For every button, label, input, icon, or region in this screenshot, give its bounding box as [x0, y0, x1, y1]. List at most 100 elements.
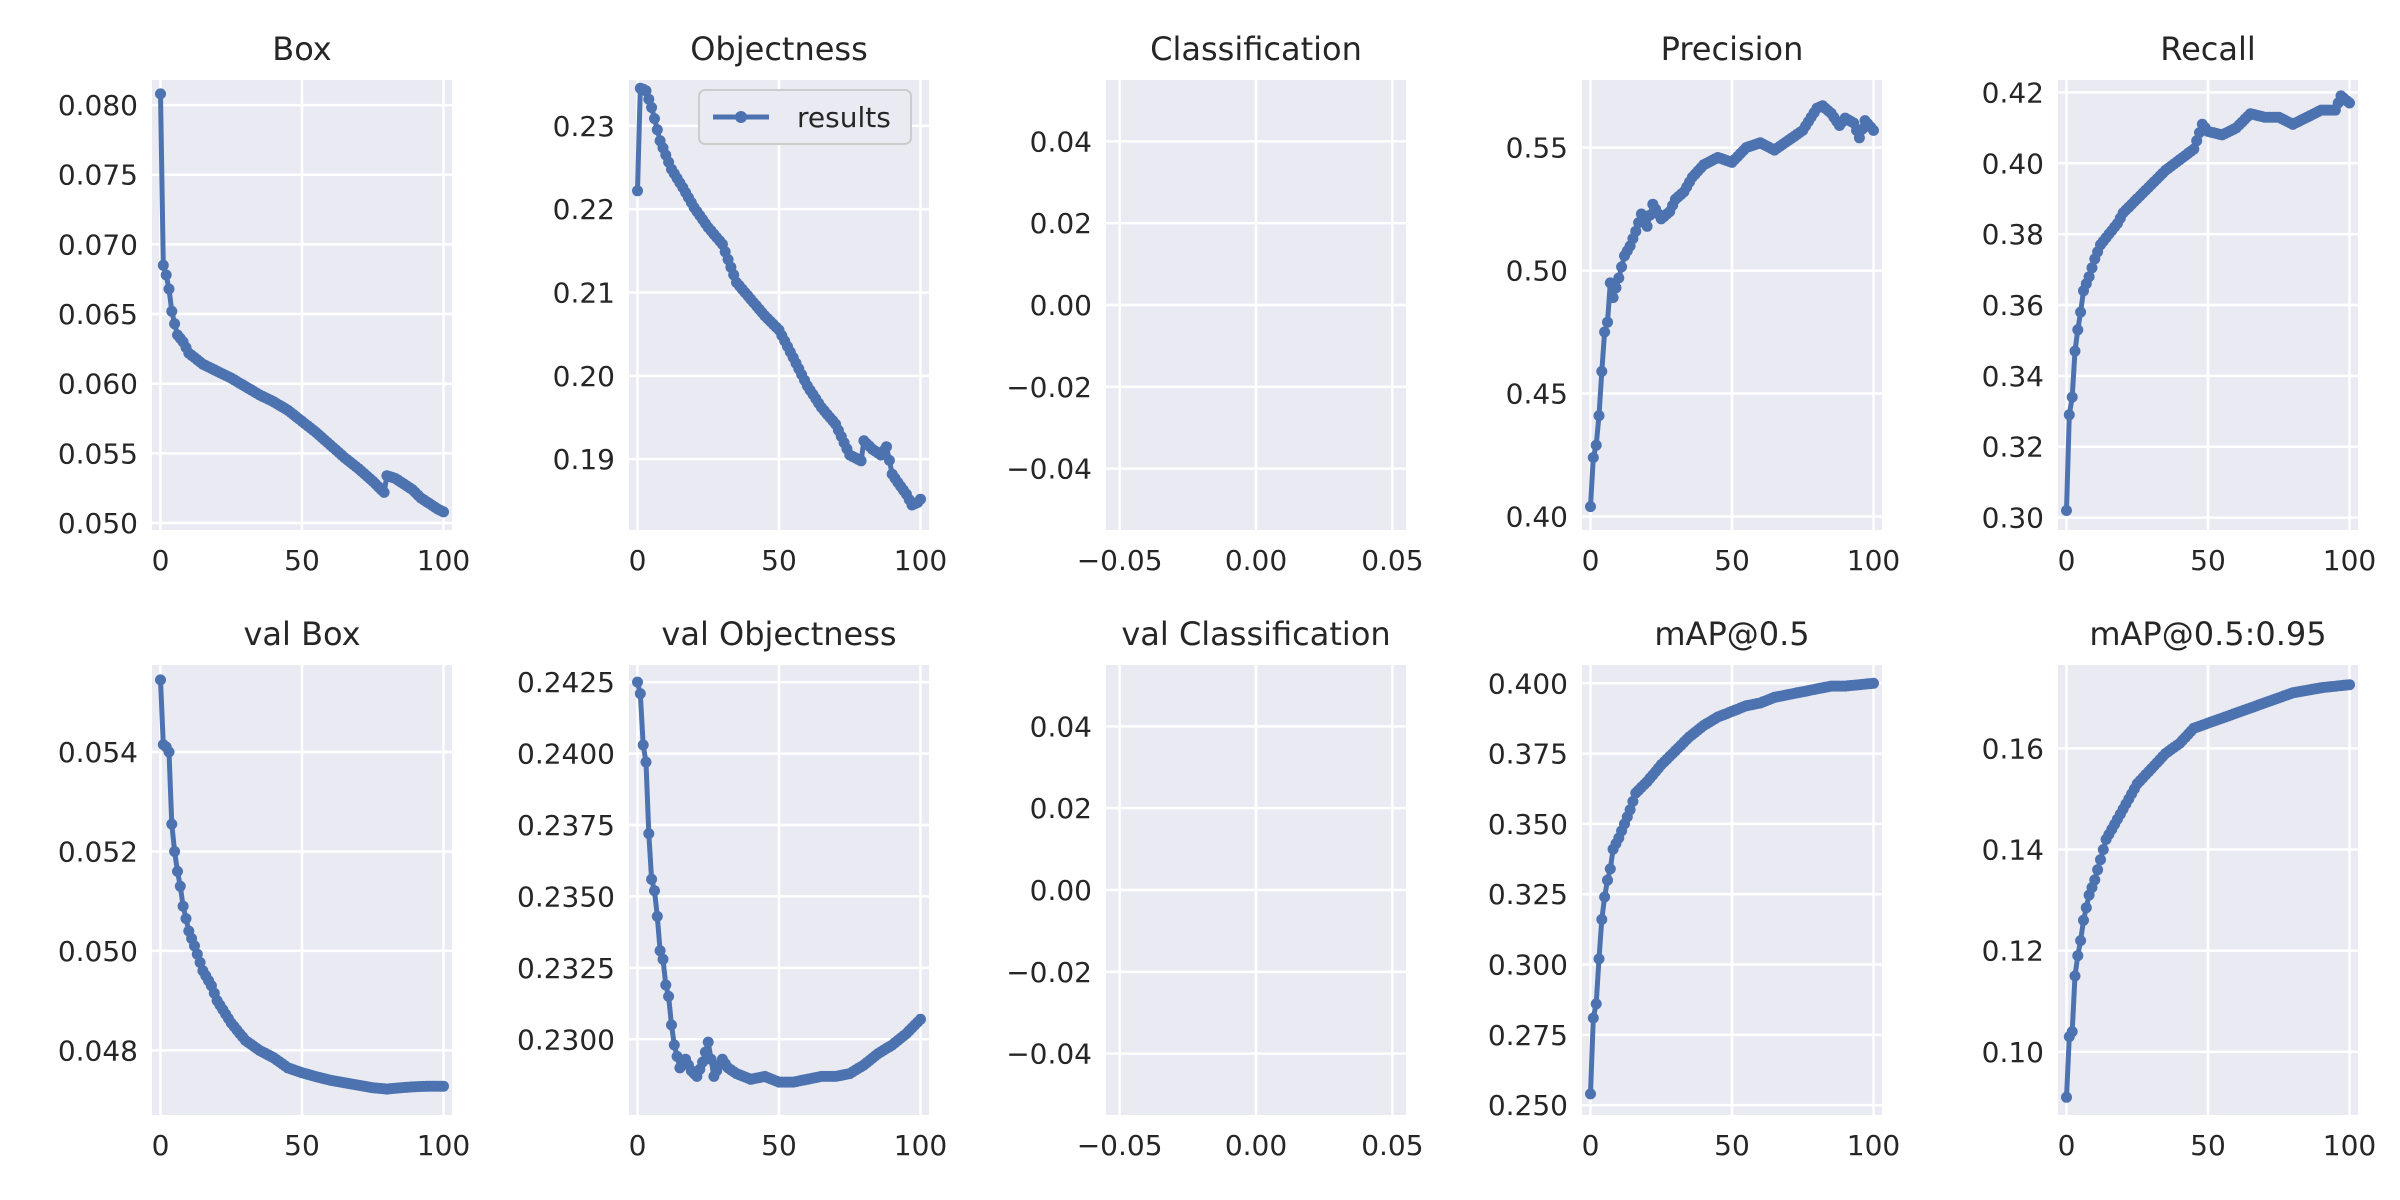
y-tick-label: −0.02: [1006, 371, 1092, 404]
y-tick-label: 0.36: [1982, 289, 2044, 322]
data-point: [155, 88, 166, 100]
y-tick-label: 0.02: [1030, 792, 1092, 825]
data-point: [2078, 914, 2089, 926]
data-point: [697, 1056, 709, 1068]
data-point: [160, 269, 172, 281]
charts-grid: 0 50 1000.0500.0550.0600.0650.0700.0750.08…: [58, 30, 2376, 1162]
data-point: [1599, 891, 1611, 903]
data-point: [2075, 306, 2087, 318]
data-point: [2097, 844, 2109, 856]
chart-panel: 0 50 100 0.048 0.050 0.052 0.054 val Box: [58, 615, 470, 1162]
y-tick-label: 0.325: [1488, 878, 1568, 911]
x-tick-label: 100: [1847, 544, 1900, 577]
x-tick-label: 0: [2058, 1129, 2076, 1162]
x-tick-label: 100: [417, 1129, 470, 1162]
chart-panel: 0 50 100 0.250 0.275 0.300 0.325 0.350 0.375 0.40…: [1488, 615, 1900, 1162]
data-point: [855, 455, 867, 467]
data-point: [915, 1013, 926, 1025]
data-point: [643, 828, 655, 840]
data-point: [2086, 262, 2098, 274]
chart-title: Precision: [1661, 30, 1804, 68]
data-point: [2061, 505, 2072, 516]
y-tick-label: 0.055: [58, 437, 138, 470]
chart-title: Objectness: [690, 30, 868, 68]
y-tick-label: 0.19: [553, 443, 615, 476]
y-tick-label: 0.060: [58, 368, 138, 401]
y-tick-label: 0.2325: [517, 952, 615, 985]
chart-title: val Objectness: [661, 615, 896, 653]
y-tick-label: 0.2400: [517, 738, 615, 771]
y-tick-label: 0.32: [1982, 431, 2044, 464]
data-point: [1593, 410, 1605, 422]
x-tick-label: 0: [2058, 544, 2076, 577]
data-point: [1624, 804, 1636, 816]
y-tick-label: 0.55: [1506, 132, 1568, 165]
y-tick-label: 0.22: [553, 193, 615, 226]
chart-panel: −0.05 0.00 0.05 −0.04 −0.02 0.00 0.02 0.04 val C…: [1006, 615, 1423, 1162]
y-tick-label: 0.275: [1488, 1019, 1568, 1052]
y-tick-label: 0.50: [1506, 255, 1568, 288]
chart-panel: 0 50 100 0.30 0.32 0.34 0.36 0.38 0.40 0.42 Recall: [1982, 30, 2377, 577]
data-point: [1610, 282, 1622, 294]
x-tick-label: 0.00: [1225, 1129, 1287, 1162]
data-point: [643, 93, 655, 105]
y-tick-label: 0.400: [1488, 667, 1568, 700]
legend-label: results: [797, 101, 891, 134]
data-point: [1613, 272, 1625, 284]
data-point: [438, 1080, 449, 1092]
data-point: [1602, 316, 1613, 328]
y-tick-label: 0.065: [58, 298, 138, 331]
x-tick-label: 50: [1714, 1129, 1750, 1162]
data-point: [2069, 345, 2081, 357]
data-point: [1868, 124, 1879, 136]
data-point: [2075, 935, 2087, 947]
data-point: [189, 940, 200, 952]
y-tick-label: 0.14: [1982, 834, 2044, 867]
y-tick-label: 0.00: [1030, 289, 1092, 322]
data-point: [651, 124, 663, 136]
legend-marker: [735, 111, 747, 123]
y-tick-label: 0.10: [1982, 1036, 2044, 1069]
y-tick-label: 0.050: [58, 507, 138, 540]
x-tick-label: 0: [1582, 1129, 1600, 1162]
data-point: [1587, 1012, 1599, 1024]
y-tick-label: −0.02: [1006, 956, 1092, 989]
data-point: [646, 102, 658, 113]
data-point: [2061, 1091, 2072, 1103]
chart-panel: 0 50 100 0.19 0.20 0.21 0.22 0.23 Objectness resu…: [553, 30, 948, 577]
y-tick-label: 0.40: [1506, 500, 1568, 533]
data-point: [2095, 854, 2106, 866]
data-point: [637, 739, 649, 751]
x-tick-label: 0: [152, 544, 170, 577]
data-point: [2069, 970, 2081, 982]
data-point: [1587, 452, 1599, 463]
x-tick-label: −0.05: [1077, 1129, 1163, 1162]
data-point: [1599, 326, 1611, 338]
chart-title: val Box: [243, 615, 360, 653]
chart-title: val Classification: [1121, 615, 1390, 653]
data-point: [651, 910, 663, 922]
chart-title: mAP@0.5: [1654, 615, 1809, 653]
x-tick-label: −0.05: [1077, 544, 1163, 577]
y-tick-label: 0.16: [1982, 732, 2044, 765]
data-point: [660, 979, 672, 991]
data-point: [634, 688, 646, 700]
y-tick-label: 0.375: [1488, 738, 1568, 771]
x-tick-label: 50: [761, 544, 797, 577]
x-tick-label: 0.05: [1361, 1129, 1423, 1162]
x-tick-label: 50: [761, 1129, 797, 1162]
data-point: [155, 674, 166, 686]
chart-panel: 0 50 100 0.2300 0.2325 0.2350 0.2375 0.2400 0.24…: [517, 615, 947, 1162]
chart-title: Box: [272, 30, 331, 68]
y-tick-label: 0.21: [553, 277, 615, 310]
data-point: [2072, 950, 2084, 962]
chart-panel: 0 50 100 0.050 0.055 0.060 0.065 0.070 0.075 0.08…: [58, 30, 470, 577]
x-tick-label: 100: [2323, 1129, 2376, 1162]
data-point: [657, 953, 669, 965]
data-point: [1593, 953, 1605, 965]
data-point: [654, 945, 666, 957]
data-point: [1630, 225, 1642, 237]
x-tick-label: 50: [2190, 544, 2226, 577]
data-point: [1585, 501, 1596, 513]
legend-box: [698, 89, 912, 145]
